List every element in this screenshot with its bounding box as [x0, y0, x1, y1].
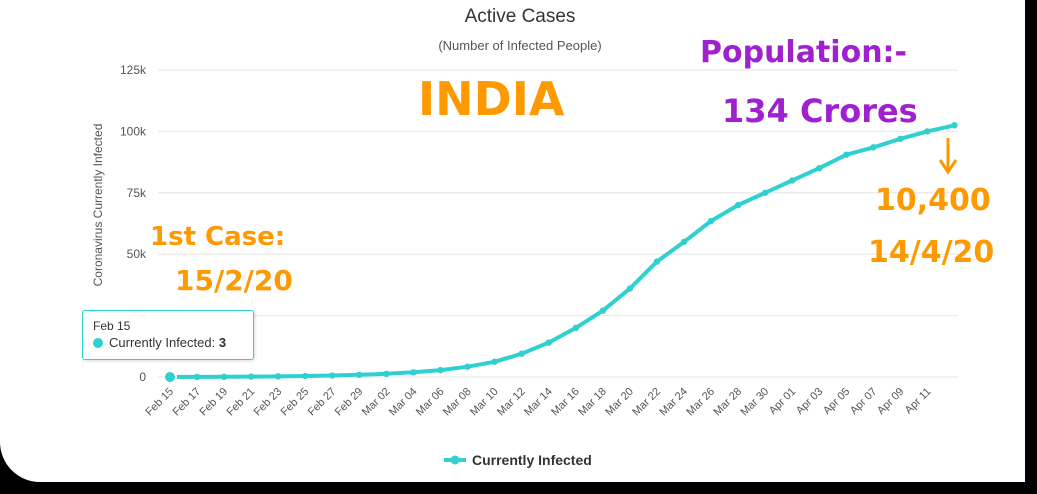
legend-marker: [450, 455, 460, 465]
chart-card: [0, 0, 1025, 482]
x-tick-label: Feb 23: [252, 386, 285, 419]
y-tick-label: 125k: [120, 63, 147, 77]
x-tick-label: Apr 01: [767, 386, 798, 417]
legend-label: Currently Infected: [472, 452, 592, 468]
data-point[interactable]: [275, 373, 282, 380]
data-point[interactable]: [572, 324, 579, 332]
data-point[interactable]: [734, 201, 742, 209]
annotation-first-case-date: 15/2/20: [175, 264, 293, 297]
x-tick-label: Mar 10: [468, 386, 501, 419]
x-tick-label: Feb 17: [170, 386, 203, 419]
x-tick-label: Feb 27: [306, 386, 339, 419]
data-point[interactable]: [707, 217, 715, 225]
data-point[interactable]: [518, 350, 525, 357]
y-tick-label: 0: [139, 370, 146, 384]
data-point[interactable]: [410, 369, 417, 376]
x-tick-label: Mar 30: [739, 386, 772, 419]
data-point[interactable]: [302, 372, 309, 380]
x-tick-label: Apr 11: [903, 386, 934, 417]
tooltip-value: 3: [218, 335, 227, 350]
legend[interactable]: Currently Infected: [444, 452, 592, 468]
data-point[interactable]: [788, 177, 796, 184]
series-line: [169, 123, 955, 379]
annotation-first-case-label: 1st Case:: [150, 222, 285, 252]
data-point[interactable]: [356, 371, 363, 378]
data-point[interactable]: [247, 373, 255, 380]
annotation-latest-date: 14/4/20: [868, 235, 994, 270]
annotation-population-label: Population:-: [700, 35, 907, 70]
x-tick-label: Apr 05: [821, 386, 852, 417]
y-tick-label: 75k: [127, 186, 147, 200]
data-point[interactable]: [870, 144, 877, 151]
x-tick-label: Feb 15: [143, 386, 176, 419]
data-point[interactable]: [843, 151, 850, 158]
data-point[interactable]: [437, 366, 444, 374]
x-tick-label: Mar 26: [684, 386, 717, 419]
x-tick-label: Feb 29: [333, 386, 366, 419]
series-currently-infected[interactable]: [163, 122, 958, 384]
data-point[interactable]: [383, 370, 390, 378]
chart-subtitle: (Number of Infected People): [438, 38, 601, 53]
y-axis-label: Coronavirus Currently Infected: [91, 124, 105, 287]
y-tick-label: 50k: [127, 247, 147, 261]
data-point[interactable]: [951, 122, 958, 129]
data-point[interactable]: [626, 285, 634, 292]
x-tick-label: Apr 07: [848, 386, 879, 417]
annotation-population-value: 134 Crores: [722, 92, 918, 130]
data-point[interactable]: [491, 358, 498, 365]
x-tick-label: Feb 21: [225, 386, 258, 419]
data-point[interactable]: [599, 307, 606, 314]
data-point[interactable]: [193, 373, 201, 381]
data-point[interactable]: [761, 189, 769, 196]
x-tick-label: Mar 16: [549, 386, 582, 419]
chart-title: Active Cases: [465, 6, 576, 27]
data-point[interactable]: [816, 165, 823, 172]
x-tick-label: Mar 12: [495, 386, 528, 419]
x-tick-label: Mar 28: [711, 386, 744, 419]
data-point[interactable]: [220, 373, 228, 381]
data-point[interactable]: [545, 339, 552, 346]
annotation-latest-value: 10,400: [875, 183, 991, 218]
x-tick-label: Mar 24: [657, 386, 690, 419]
x-tick-label: Mar 04: [387, 386, 420, 419]
y-tick-label: 100k: [120, 124, 147, 138]
x-tick-label: Mar 20: [603, 386, 636, 419]
tooltip-series: Currently Infected: [109, 335, 212, 350]
data-point[interactable]: [163, 369, 177, 384]
x-tick-label: Mar 08: [441, 386, 474, 419]
tooltip-line: Currently Infected: 3: [93, 335, 226, 350]
x-tick-label: Feb 25: [279, 386, 312, 419]
tooltip: Feb 15 Currently Infected: 3: [82, 310, 254, 360]
data-point[interactable]: [680, 238, 688, 246]
x-tick-label: Apr 03: [794, 386, 825, 417]
tooltip-dot: [93, 338, 103, 348]
x-tick-label: Mar 06: [414, 386, 447, 419]
x-tick-label: Apr 09: [875, 386, 906, 417]
data-point[interactable]: [653, 258, 661, 265]
data-point[interactable]: [897, 135, 904, 142]
tooltip-date: Feb 15: [93, 319, 131, 333]
data-point[interactable]: [329, 372, 336, 379]
x-tick-label: Feb 19: [198, 386, 231, 419]
data-point[interactable]: [464, 363, 471, 370]
annotation-india: INDIA: [418, 72, 565, 126]
data-point[interactable]: [924, 128, 931, 135]
x-tick-label: Mar 22: [630, 386, 663, 419]
x-tick-label: Mar 18: [576, 386, 609, 419]
annotation-arrow: [938, 138, 958, 175]
x-tick-label: Mar 14: [522, 386, 555, 419]
x-tick-label: Mar 02: [360, 386, 393, 419]
